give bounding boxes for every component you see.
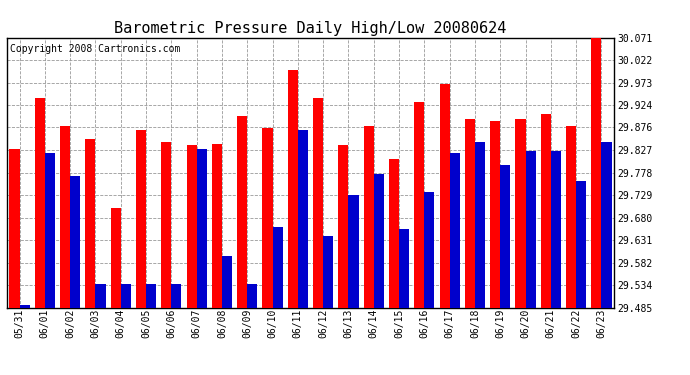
Bar: [338, 145, 348, 308]
Bar: [121, 284, 131, 308]
Bar: [70, 176, 80, 308]
Bar: [440, 84, 450, 308]
Text: Copyright 2008 Cartronics.com: Copyright 2008 Cartronics.com: [10, 44, 180, 54]
Bar: [298, 130, 308, 308]
Bar: [465, 118, 475, 308]
Bar: [237, 116, 247, 308]
Bar: [591, 38, 602, 308]
Bar: [374, 174, 384, 308]
Bar: [500, 165, 511, 308]
Bar: [288, 70, 298, 308]
Bar: [551, 151, 561, 308]
Bar: [364, 126, 374, 308]
Bar: [313, 98, 323, 308]
Bar: [348, 195, 359, 308]
Bar: [424, 192, 435, 308]
Bar: [34, 98, 45, 308]
Bar: [146, 284, 156, 308]
Bar: [19, 305, 30, 308]
Bar: [515, 118, 526, 308]
Bar: [212, 144, 222, 308]
Bar: [197, 148, 207, 308]
Bar: [222, 256, 232, 308]
Bar: [10, 148, 19, 308]
Title: Barometric Pressure Daily High/Low 20080624: Barometric Pressure Daily High/Low 20080…: [115, 21, 506, 36]
Bar: [475, 142, 485, 308]
Bar: [161, 142, 171, 308]
Bar: [86, 140, 95, 308]
Bar: [186, 145, 197, 308]
Bar: [490, 121, 500, 308]
Bar: [171, 284, 181, 308]
Bar: [95, 284, 106, 308]
Bar: [566, 126, 576, 308]
Bar: [136, 130, 146, 308]
Bar: [399, 229, 409, 308]
Bar: [576, 181, 586, 308]
Bar: [110, 209, 121, 308]
Bar: [60, 126, 70, 308]
Bar: [323, 236, 333, 308]
Bar: [602, 142, 611, 308]
Bar: [541, 114, 551, 308]
Bar: [526, 151, 535, 308]
Bar: [389, 159, 399, 308]
Bar: [262, 128, 273, 308]
Bar: [247, 284, 257, 308]
Bar: [450, 153, 460, 308]
Bar: [45, 153, 55, 308]
Bar: [414, 102, 424, 308]
Bar: [273, 227, 283, 308]
